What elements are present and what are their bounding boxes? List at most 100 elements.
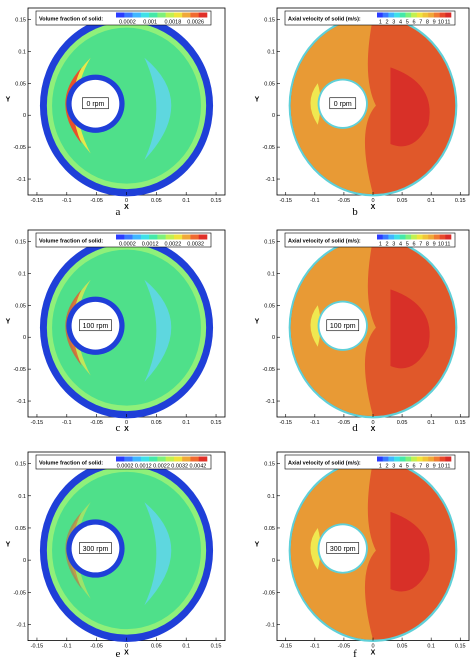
rpm-label: 0 rpm	[329, 97, 357, 110]
legend-tick-label: 7	[419, 242, 422, 248]
legend-swatch	[388, 456, 395, 462]
x-axis-label: X	[371, 650, 376, 657]
y-axis-label: Y	[255, 97, 260, 104]
y-tick-label: 0.1	[18, 494, 26, 500]
legend-swatch	[116, 456, 125, 462]
x-tick-label: 0	[371, 198, 374, 204]
x-tick-label: -0.05	[90, 420, 103, 426]
panel-d-plot: 100 rpm Axial velocity of solid (m/s): 1 2 3…	[255, 229, 470, 433]
legend-swatch	[140, 456, 150, 462]
legend-swatch	[388, 234, 395, 240]
y-tick-label: -0.05	[13, 590, 26, 596]
legend-tick-label: 10	[438, 242, 444, 248]
legend-swatch	[377, 234, 383, 240]
legend-swatch	[165, 456, 175, 462]
legend-swatch	[433, 234, 440, 240]
y-tick-label: 0.05	[264, 303, 275, 309]
x-tick-label: -0.05	[90, 644, 103, 650]
legend-tick-label: 2	[386, 464, 389, 470]
legend-swatch	[399, 234, 406, 240]
y-tick-label: -0.1	[266, 623, 275, 629]
y-tick-label: -0.1	[266, 177, 275, 183]
legend-swatch	[411, 12, 418, 18]
rpm-label-box	[326, 319, 360, 332]
legend-swatch	[382, 12, 389, 18]
legend-swatch	[190, 12, 200, 18]
y-tick-label: 0	[272, 335, 275, 341]
x-axis-label: X	[124, 650, 129, 657]
legend-swatch	[173, 12, 183, 18]
legend-tick-label: 7	[419, 20, 422, 26]
x-tick-label: 0	[371, 420, 374, 426]
legend-tick-label: 0.0026	[187, 20, 204, 26]
legend-title: Axial velocity of solid (m/s):	[288, 461, 361, 467]
legend-title: Axial velocity of solid (m/s):	[288, 17, 361, 23]
x-tick-label: 0.15	[211, 198, 222, 204]
x-tick-label: -0.15	[31, 198, 44, 204]
y-tick-label: 0.05	[15, 81, 26, 87]
y-tick-label: 0	[272, 558, 275, 564]
rpm-label-text: 100 rpm	[330, 323, 356, 330]
y-tick-label: -0.05	[262, 367, 275, 373]
legend-swatch	[149, 234, 158, 240]
x-tick-label: -0.1	[62, 420, 71, 426]
legend-tick-label: 2	[386, 20, 389, 26]
legend-swatch	[428, 12, 435, 18]
legend-swatch	[198, 456, 208, 462]
legend-swatch	[140, 234, 150, 240]
legend-swatch	[411, 456, 418, 462]
legend-tick-label: 4	[399, 242, 402, 248]
x-tick-label: 0.15	[455, 644, 466, 650]
y-tick-label: 0.15	[264, 239, 275, 245]
legend-swatch	[124, 12, 133, 18]
x-tick-label: 0.15	[455, 420, 466, 426]
y-tick-label: 0.15	[15, 462, 26, 468]
legend-tick-label: 0.0012	[135, 464, 152, 470]
x-tick-label: 0.05	[151, 644, 162, 650]
y-tick-label: 0.05	[15, 303, 26, 309]
legend-tick-label: 10	[438, 464, 444, 470]
legend-swatch	[382, 234, 389, 240]
legend-tick-label: 11	[445, 464, 451, 470]
legend-tick-label: 1	[379, 464, 382, 470]
rpm-label-text: 0 rpm	[87, 101, 105, 108]
annulus-core	[52, 249, 201, 406]
panel-c: 100 rpm Volume fraction of solid: 0.0002 0.…	[0, 222, 237, 444]
contour-field	[288, 236, 458, 419]
legend-tick-label: 1	[379, 242, 382, 248]
color-legend: Volume fraction of solid: 0.0002 0.001 0.00…	[35, 10, 212, 26]
x-tick-label: 0	[125, 420, 128, 426]
contour-field	[288, 459, 458, 642]
legend-title: Volume fraction of solid:	[39, 239, 103, 245]
legend-tick-label: 7	[419, 464, 422, 470]
legend-swatch	[405, 234, 412, 240]
legend-swatch	[394, 234, 401, 240]
y-tick-label: 0	[23, 113, 26, 119]
legend-swatch	[198, 234, 208, 240]
legend-tick-label: 6	[412, 242, 415, 248]
y-tick-label: -0.1	[17, 623, 26, 629]
panel-a-plot: 0 rpm Volume fraction of solid: 0.0002 0.00…	[6, 7, 226, 211]
legend-swatch	[157, 456, 166, 462]
legend-tick-label: 0.0002	[119, 20, 136, 26]
legend-tick-label: 2	[386, 242, 389, 248]
panel-b: 0 rpm Axial velocity of solid (m/s): 1 2 3 4 5…	[237, 0, 474, 222]
rpm-label-text: 100 rpm	[83, 323, 109, 330]
x-tick-label: 0.05	[397, 198, 408, 204]
legend-swatch	[382, 456, 389, 462]
legend-swatch	[445, 456, 452, 462]
legend-swatch	[428, 234, 435, 240]
y-axis-label: Y	[6, 541, 11, 548]
rpm-label-box	[79, 542, 112, 554]
legend-tick-label: 5	[406, 20, 409, 26]
panel-b-caption: b	[352, 206, 358, 218]
legend-swatch	[377, 12, 383, 18]
legend-swatch	[149, 12, 158, 18]
legend-tick-label: 0.0002	[117, 464, 134, 470]
legend-swatch	[422, 234, 429, 240]
legend-swatch	[132, 234, 142, 240]
legend-tick-label: 0.0018	[164, 20, 181, 26]
legend-tick-label: 5	[406, 242, 409, 248]
legend-swatch	[405, 456, 412, 462]
